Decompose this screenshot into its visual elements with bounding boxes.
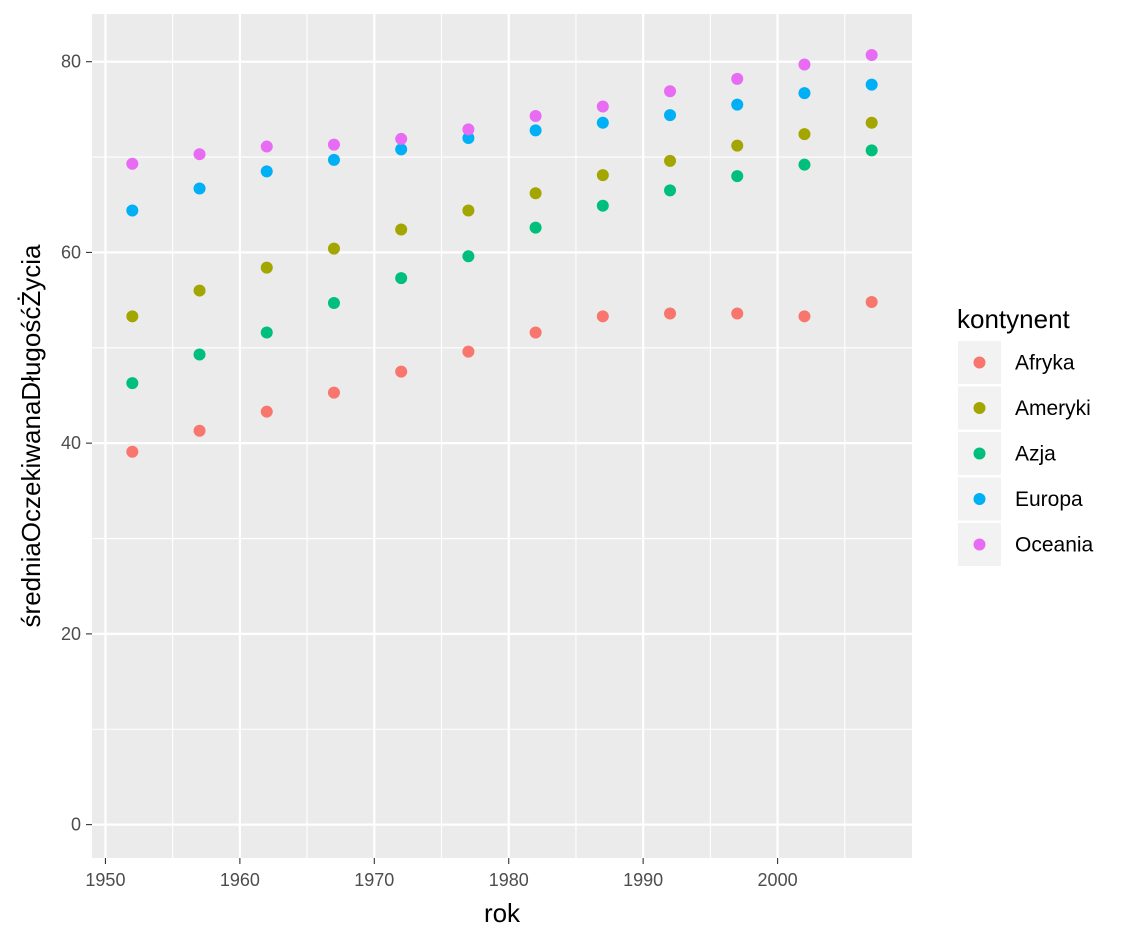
data-point-europa [731,98,744,111]
data-point-afryka [664,307,677,320]
data-point-afryka [731,307,744,320]
data-point-afryka [596,310,609,323]
data-point-afryka [798,310,811,323]
x-tick-label: 1990 [623,870,663,890]
data-point-azja [395,272,408,285]
data-point-oceania [462,123,475,136]
data-point-ameryki [327,242,340,255]
data-point-europa [126,204,139,217]
data-point-ameryki [126,310,139,323]
data-point-azja [596,199,609,212]
data-point-ameryki [865,116,878,129]
legend-items: Afryka Ameryki Azja Europa Oceania [958,341,1094,566]
data-point-oceania [664,85,677,98]
data-point-azja [798,158,811,171]
y-tick-label: 60 [61,242,81,262]
legend-label: Afryka [1015,352,1075,375]
data-point-azja [529,221,542,234]
data-point-afryka [529,326,542,339]
legend-label: Europa [1015,488,1083,511]
y-tick-label: 0 [71,815,81,835]
y-axis-title: średniaOczekiwanaDługośćŻycia [16,244,46,627]
data-point-europa [798,87,811,100]
data-point-ameryki [596,169,609,182]
data-point-oceania [596,100,609,113]
data-point-ameryki [193,284,206,297]
data-point-oceania [798,58,811,71]
data-point-afryka [395,365,408,378]
x-tick-label: 1970 [354,870,394,890]
legend-title: kontynent [957,304,1071,334]
x-tick-label: 1950 [85,870,125,890]
data-point-ameryki [260,261,273,274]
data-point-europa [260,165,273,178]
legend-key-point [973,538,986,551]
data-point-europa [395,143,408,156]
x-axis-title: rok [484,898,521,928]
data-point-oceania [865,49,878,62]
data-point-europa [596,116,609,129]
legend-key-point [973,447,986,460]
data-point-azja [664,184,677,197]
data-point-afryka [193,424,206,437]
data-point-oceania [193,148,206,161]
data-point-ameryki [731,139,744,152]
plot-panel [92,14,912,858]
legend: kontynent Afryka Ameryki Azja Europa Oceania [957,304,1094,566]
data-point-ameryki [395,223,408,236]
data-point-afryka [865,296,878,309]
legend-label: Oceania [1015,534,1094,557]
x-tick-label: 1980 [489,870,529,890]
data-point-azja [126,377,139,390]
data-point-europa [865,78,878,91]
y-tick-label: 40 [61,433,81,453]
grid-minor [92,14,912,858]
data-point-azja [865,144,878,157]
data-point-oceania [395,132,408,145]
data-point-oceania [260,140,273,153]
grid-major [92,14,912,858]
data-point-azja [260,326,273,339]
x-tick-label: 1960 [220,870,260,890]
legend-label: Azja [1015,443,1056,466]
data-point-azja [327,296,340,309]
y-tick-label: 20 [61,624,81,644]
legend-label: Ameryki [1015,397,1091,420]
data-point-europa [664,109,677,122]
data-point-oceania [731,72,744,85]
legend-key-point [973,356,986,369]
data-point-afryka [260,405,273,418]
data-point-afryka [327,386,340,399]
legend-key-point [973,493,986,505]
data-point-ameryki [798,128,811,141]
data-point-ameryki [462,204,475,217]
data-point-afryka [462,345,475,358]
data-point-azja [462,250,475,263]
data-points [126,49,878,458]
data-point-europa [462,131,475,144]
data-point-oceania [126,157,139,170]
data-point-ameryki [529,187,542,200]
x-axis-ticks: 1950 1960 1970 1980 1990 2000 [85,858,798,890]
data-point-europa [193,182,206,195]
y-axis-ticks: 0 20 40 60 80 [61,52,92,835]
data-point-azja [731,170,744,183]
y-tick-label: 80 [61,52,81,72]
legend-key-point [973,402,986,414]
data-point-azja [193,348,206,361]
data-point-oceania [529,110,542,123]
x-tick-label: 2000 [758,870,798,890]
data-point-europa [327,153,340,166]
data-point-oceania [327,138,340,151]
data-point-ameryki [664,154,677,167]
data-point-afryka [126,445,139,458]
data-point-europa [529,124,542,137]
